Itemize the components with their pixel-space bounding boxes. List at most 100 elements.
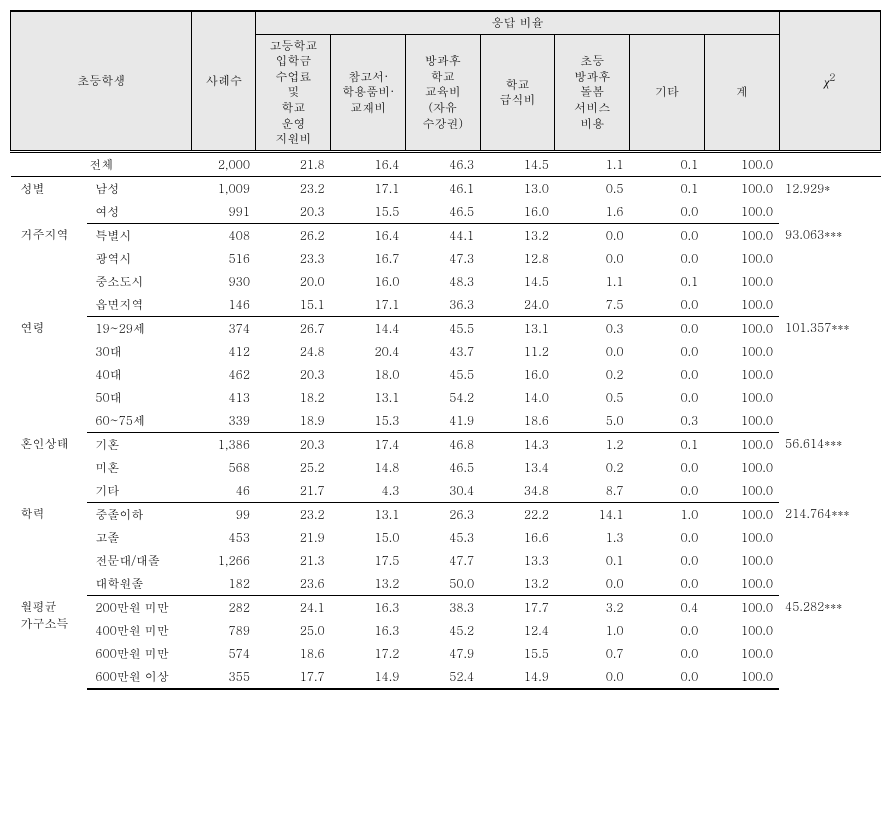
subcategory-cell: 대학원졸	[87, 572, 192, 596]
value-cell: 30.4	[405, 479, 480, 503]
value-cell: 50.0	[405, 572, 480, 596]
value-cell: 14.0	[480, 386, 555, 409]
value-cell: 8.7	[555, 479, 630, 503]
value-cell: 23.2	[256, 176, 331, 200]
value-cell: 0.0	[630, 223, 705, 247]
value-cell: 100.0	[704, 247, 779, 270]
cases-cell: 182	[192, 572, 256, 596]
value-cell: 22.2	[480, 502, 555, 526]
value-cell: 0.0	[630, 340, 705, 363]
cases-cell: 574	[192, 642, 256, 665]
header-col-2: 방과후학교교육비(자유수강권)	[405, 34, 480, 151]
value-cell: 0.4	[630, 595, 705, 619]
table-row: 전문대/대졸1,26621.317.547.713.30.10.0100.0	[11, 549, 881, 572]
value-cell: 3.2	[555, 595, 630, 619]
header-col-1: 참고서·학용품비·교재비	[331, 34, 406, 151]
value-cell: 100.0	[704, 642, 779, 665]
cases-cell: 46	[192, 479, 256, 503]
table-row: 50대41318.213.154.214.00.50.0100.0	[11, 386, 881, 409]
cases-cell: 930	[192, 270, 256, 293]
category-cell: 혼인상태	[11, 432, 88, 502]
subcategory-cell: 중소도시	[87, 270, 192, 293]
value-cell: 100.0	[704, 456, 779, 479]
value-cell: 0.3	[555, 316, 630, 340]
chi2-cell: 45.282***	[779, 595, 880, 689]
cases-cell: 355	[192, 665, 256, 689]
header-col-3: 학교급식비	[480, 34, 555, 151]
subcategory-cell: 200만원 미만	[87, 595, 192, 619]
value-cell: 15.1	[256, 293, 331, 317]
value-cell: 0.0	[630, 247, 705, 270]
value-cell: 100.0	[704, 526, 779, 549]
value-cell: 0.0	[630, 479, 705, 503]
table-row: 연령19~29세37426.714.445.513.10.30.0100.010…	[11, 316, 881, 340]
value-cell: 17.1	[331, 293, 406, 317]
value-cell: 100.0	[704, 572, 779, 596]
value-cell: 26.2	[256, 223, 331, 247]
value-cell: 0.0	[630, 572, 705, 596]
cases-cell: 1,266	[192, 549, 256, 572]
header-col-6: 계	[704, 34, 779, 151]
header-col-0: 고등학교입학금수업료및학교운영지원비	[256, 34, 331, 151]
value-cell: 0.0	[630, 526, 705, 549]
value-cell: 100.0	[704, 432, 779, 456]
value-cell: 14.8	[331, 456, 406, 479]
subcategory-cell: 전문대/대졸	[87, 549, 192, 572]
value-cell: 16.0	[480, 200, 555, 224]
value-cell: 21.7	[256, 479, 331, 503]
value-cell: 20.3	[256, 363, 331, 386]
value-cell: 100.0	[704, 479, 779, 503]
value-cell: 100.0	[704, 151, 779, 176]
table-row: 미혼56825.214.846.513.40.20.0100.0	[11, 456, 881, 479]
cases-cell: 412	[192, 340, 256, 363]
header-rowlabel: 초등학생	[11, 11, 192, 151]
value-cell: 45.2	[405, 619, 480, 642]
category-cell: 전체	[11, 151, 192, 176]
value-cell: 14.9	[480, 665, 555, 689]
value-cell: 14.9	[331, 665, 406, 689]
value-cell: 38.3	[405, 595, 480, 619]
cases-cell: 789	[192, 619, 256, 642]
cases-cell: 991	[192, 200, 256, 224]
value-cell: 1.0	[555, 619, 630, 642]
value-cell: 13.1	[331, 386, 406, 409]
value-cell: 52.4	[405, 665, 480, 689]
value-cell: 0.5	[555, 176, 630, 200]
chi2-cell: 12.929*	[779, 176, 880, 223]
value-cell: 13.2	[480, 223, 555, 247]
cases-cell: 282	[192, 595, 256, 619]
value-cell: 41.9	[405, 409, 480, 433]
subcategory-cell: 50대	[87, 386, 192, 409]
value-cell: 12.8	[480, 247, 555, 270]
value-cell: 0.0	[630, 619, 705, 642]
category-cell: 성별	[11, 176, 88, 223]
value-cell: 47.9	[405, 642, 480, 665]
value-cell: 100.0	[704, 409, 779, 433]
value-cell: 43.7	[405, 340, 480, 363]
value-cell: 23.2	[256, 502, 331, 526]
value-cell: 1.3	[555, 526, 630, 549]
value-cell: 15.5	[331, 200, 406, 224]
value-cell: 17.5	[331, 549, 406, 572]
subcategory-cell: 400만원 미만	[87, 619, 192, 642]
subcategory-cell: 중졸이하	[87, 502, 192, 526]
value-cell: 46.3	[405, 151, 480, 176]
value-cell: 1.6	[555, 200, 630, 224]
value-cell: 18.6	[256, 642, 331, 665]
value-cell: 0.1	[630, 270, 705, 293]
value-cell: 21.8	[256, 151, 331, 176]
value-cell: 34.8	[480, 479, 555, 503]
value-cell: 0.0	[555, 665, 630, 689]
value-cell: 16.0	[331, 270, 406, 293]
value-cell: 0.0	[630, 316, 705, 340]
value-cell: 14.3	[480, 432, 555, 456]
value-cell: 100.0	[704, 386, 779, 409]
cases-cell: 374	[192, 316, 256, 340]
value-cell: 13.1	[331, 502, 406, 526]
table-row: 학력중졸이하9923.213.126.322.214.11.0100.0214.…	[11, 502, 881, 526]
cases-cell: 1,386	[192, 432, 256, 456]
value-cell: 13.3	[480, 549, 555, 572]
value-cell: 11.2	[480, 340, 555, 363]
table-row: 60~75세33918.915.341.918.65.00.3100.0	[11, 409, 881, 433]
table-row: 대학원졸18223.613.250.013.20.00.0100.0	[11, 572, 881, 596]
